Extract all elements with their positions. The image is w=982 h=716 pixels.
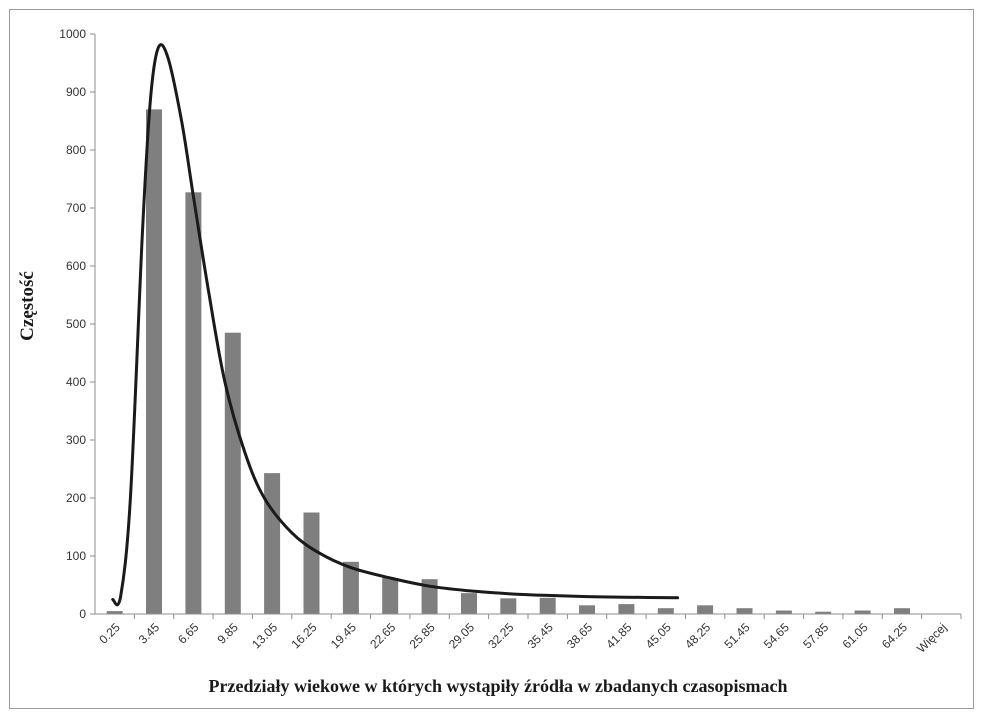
bar-4 bbox=[264, 473, 281, 614]
x-tick-label: 38.65 bbox=[564, 620, 595, 651]
bar-16 bbox=[736, 608, 753, 614]
x-tick-labels: 0.25 3.45 6.65 9.85 13.05 16.25 19.45 22.65 25.8… bbox=[96, 620, 949, 656]
fitted-curve bbox=[111, 43, 680, 607]
bar-10 bbox=[500, 598, 517, 614]
x-tick-label: 16.25 bbox=[288, 620, 319, 651]
x-tick-label: 35.45 bbox=[525, 620, 556, 651]
x-axis-title: Przedziały wiekowe w których wystąpiły ź… bbox=[209, 676, 788, 696]
x-tick-label: 9.85 bbox=[214, 620, 241, 647]
chart-frame: 0 100 200 300 400 500 600 700 800 900 1000 0.25 3.4… bbox=[9, 9, 974, 709]
y-tick-labels: 0 100 200 300 400 500 600 700 800 900 1000 bbox=[59, 27, 86, 621]
x-tick-label: 6.65 bbox=[175, 620, 202, 647]
y-tick-label: 800 bbox=[66, 143, 86, 157]
x-tick-label: 25.85 bbox=[407, 620, 438, 651]
axes-layer bbox=[90, 33, 962, 619]
bar-6 bbox=[342, 561, 359, 614]
bars-layer bbox=[106, 109, 910, 615]
y-axis-title: Częstość bbox=[17, 271, 38, 341]
bar-18 bbox=[815, 611, 832, 614]
y-tick-label: 400 bbox=[66, 375, 86, 389]
x-tick-label: Więcej bbox=[914, 620, 949, 655]
histogram-chart: 0 100 200 300 400 500 600 700 800 900 1000 0.25 3.4… bbox=[17, 27, 962, 696]
y-tick-label: 700 bbox=[66, 201, 86, 215]
bar-3 bbox=[224, 332, 241, 614]
y-tick-label: 1000 bbox=[59, 27, 86, 41]
x-tick-label: 13.05 bbox=[249, 620, 280, 651]
bar-1 bbox=[146, 109, 162, 615]
bar-13 bbox=[618, 604, 635, 614]
bar-0 bbox=[106, 611, 123, 614]
curve-layer bbox=[111, 43, 680, 607]
bar-11 bbox=[539, 597, 556, 614]
y-tick-label: 200 bbox=[66, 491, 86, 505]
x-tick-label: 41.85 bbox=[603, 620, 634, 651]
x-tick-label: 57.85 bbox=[800, 620, 831, 651]
bar-2 bbox=[185, 192, 202, 615]
bar-12 bbox=[579, 605, 595, 614]
x-tick-label: 32.25 bbox=[485, 620, 516, 651]
x-tick-label: 22.65 bbox=[367, 620, 398, 651]
y-tick-label: 500 bbox=[66, 317, 86, 331]
bar-15 bbox=[697, 605, 714, 614]
bar-5 bbox=[303, 512, 320, 614]
y-tick-label: 300 bbox=[66, 433, 86, 447]
x-tick-label: 0.25 bbox=[96, 620, 123, 647]
x-tick-label: 61.05 bbox=[840, 620, 871, 651]
x-tick-label: 48.25 bbox=[682, 620, 713, 651]
bar-20 bbox=[894, 608, 910, 614]
y-tick-label: 0 bbox=[79, 607, 86, 621]
bar-17 bbox=[775, 610, 792, 614]
x-tick-label: 45.05 bbox=[643, 620, 674, 651]
y-tick-label: 900 bbox=[66, 85, 86, 99]
y-tick-label: 100 bbox=[66, 549, 86, 563]
x-tick-label: 51.45 bbox=[721, 620, 752, 651]
bar-9 bbox=[461, 593, 477, 614]
y-tick-label: 600 bbox=[66, 259, 86, 273]
x-tick-label: 19.45 bbox=[328, 620, 359, 651]
bar-19 bbox=[854, 610, 871, 614]
x-tick-label: 29.05 bbox=[446, 620, 477, 651]
bar-7 bbox=[382, 578, 399, 614]
bar-14 bbox=[657, 608, 674, 614]
x-tick-label: 3.45 bbox=[136, 620, 163, 647]
x-tick-label: 54.65 bbox=[761, 620, 792, 651]
x-tick-label: 64.25 bbox=[879, 620, 910, 651]
